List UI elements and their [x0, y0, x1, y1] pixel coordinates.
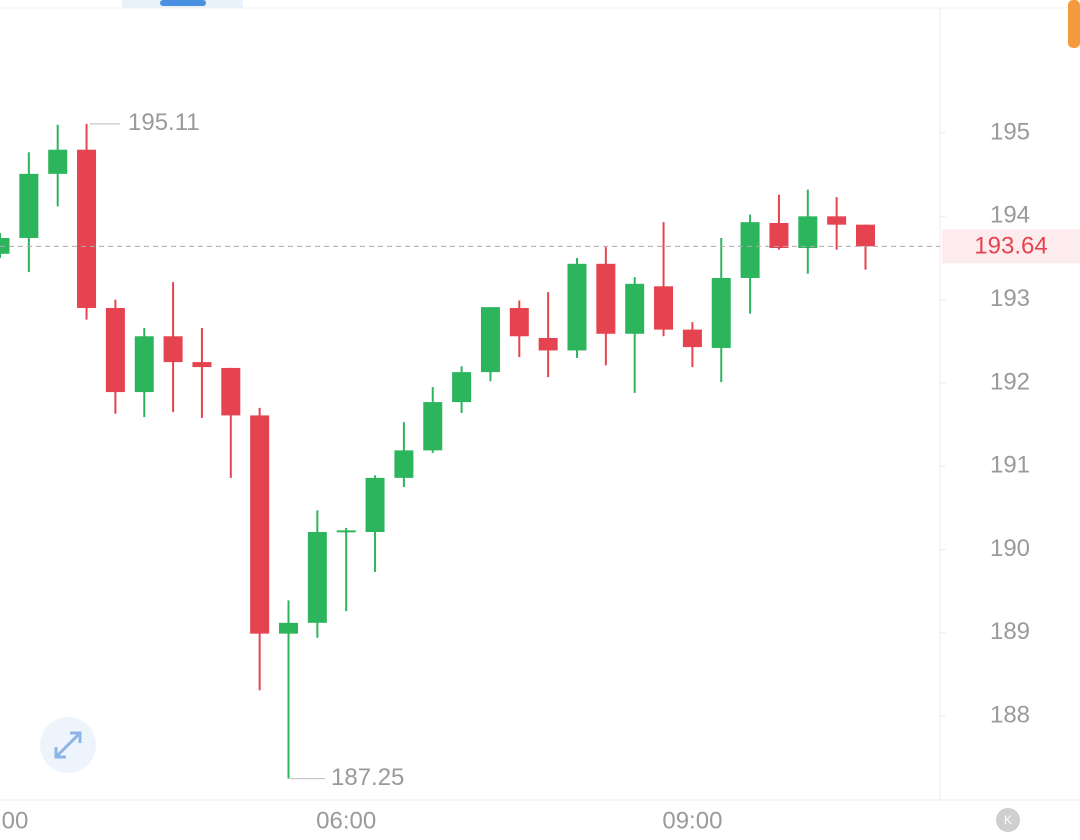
candle-body: [596, 263, 616, 334]
candle-body: [827, 216, 847, 225]
candle-body: [509, 307, 529, 337]
y-tick-label: 195: [990, 118, 1030, 145]
candle-body: [221, 367, 241, 416]
candle-body: [307, 532, 327, 623]
candle-body: [77, 149, 97, 308]
candle-body: [279, 622, 298, 634]
last-price-box: [942, 229, 1080, 264]
y-tick-label: 189: [990, 618, 1030, 645]
x-tick-label: 00: [2, 807, 29, 834]
candle-body: [480, 307, 500, 373]
candle-body: [538, 337, 558, 351]
candle-body: [711, 277, 731, 348]
x-tick-label: 06:00: [316, 807, 376, 834]
min-label: 187.25: [331, 764, 404, 791]
y-tick-label: 193: [990, 285, 1030, 312]
candle-body: [394, 450, 414, 478]
candle-body: [105, 307, 125, 393]
max-label: 195.11: [128, 109, 200, 136]
expand-button[interactable]: [40, 717, 96, 773]
y-tick-label: 192: [990, 368, 1030, 395]
candle-body: [365, 477, 385, 533]
candle-body: [740, 222, 760, 278]
plot-area: [0, 123, 875, 779]
candle-body: [423, 402, 443, 451]
y-tick-label: 190: [990, 535, 1030, 562]
last-price-label: 193.64: [974, 233, 1047, 260]
candle-body: [19, 173, 39, 238]
candle-body: [452, 372, 472, 403]
svg-text:K: K: [1004, 813, 1012, 827]
candle-body: [798, 216, 818, 248]
candle-body: [336, 530, 356, 533]
candle-body: [682, 329, 702, 348]
candle-body: [567, 263, 587, 351]
candle-body: [48, 149, 68, 174]
candle-body: [250, 415, 270, 634]
candle-body: [134, 336, 154, 393]
candle-body: [654, 286, 674, 330]
k-button[interactable]: K: [996, 808, 1020, 832]
x-tick-label: 09:00: [662, 807, 722, 834]
candle-body: [625, 283, 645, 334]
candle-body: [856, 224, 875, 247]
y-tick-label: 188: [990, 701, 1030, 728]
candle-body: [769, 223, 789, 248]
tab-indicator: [160, 0, 206, 6]
scrollbar[interactable]: [1068, 0, 1080, 48]
y-tick-label: 191: [990, 452, 1030, 479]
candle-body: [192, 362, 212, 368]
candle-body: [163, 336, 183, 363]
y-tick-label: 194: [990, 202, 1030, 229]
